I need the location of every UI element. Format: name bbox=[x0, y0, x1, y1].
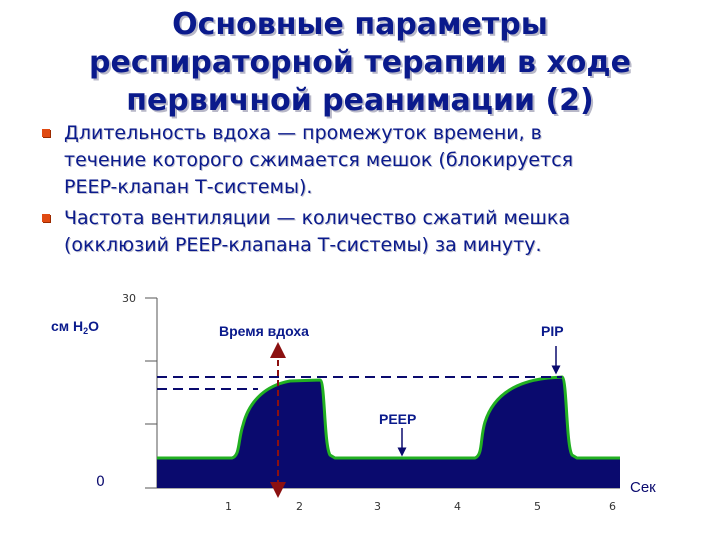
slide-title: Основные параметры респираторной терапии… bbox=[40, 6, 680, 120]
pressure-curve bbox=[157, 375, 620, 460]
peep-label: PEEP bbox=[379, 411, 416, 427]
pip-label: PIP bbox=[541, 323, 564, 339]
x-tick-labels: 1 2 3 4 5 6 bbox=[225, 500, 616, 513]
x-tick-label: 1 bbox=[225, 500, 232, 513]
bullet-item: Частота вентиляции — количество сжатий м… bbox=[42, 205, 692, 259]
title-line: Основные параметры bbox=[172, 7, 548, 42]
pressure-area bbox=[157, 377, 620, 488]
y-zero-label: 0 bbox=[96, 474, 105, 490]
bullet-item: Длительность вдоха — промежуток времени,… bbox=[42, 120, 692, 201]
x-axis-unit-label: Сек bbox=[630, 479, 656, 496]
title-line: первичной реанимации (2) bbox=[126, 83, 594, 118]
inspiration-time-label: Время вдоха bbox=[219, 323, 309, 339]
bullet-square-icon bbox=[42, 129, 50, 137]
bullet-list: Длительность вдоха — промежуток времени,… bbox=[42, 120, 692, 263]
x-tick-label: 4 bbox=[454, 500, 461, 513]
x-tick-label: 5 bbox=[534, 500, 541, 513]
bullet-line: (окклюзий PEEP-клапана Т-системы) за мин… bbox=[64, 234, 542, 256]
bullet-line: PEEP-клапан Т-системы). bbox=[64, 176, 313, 198]
y-max-label: 30 bbox=[122, 292, 136, 305]
title-line: респираторной терапии в ходе bbox=[89, 45, 631, 80]
bullet-square-icon bbox=[42, 214, 50, 222]
x-tick-label: 6 bbox=[609, 500, 616, 513]
x-tick-label: 3 bbox=[374, 500, 381, 513]
bullet-line: Длительность вдоха — промежуток времени,… bbox=[64, 122, 542, 144]
y-axis-unit-label: см H2O bbox=[51, 318, 99, 336]
bullet-line: течение которого сжимается мешок (блокир… bbox=[64, 149, 574, 171]
bullet-line: Частота вентиляции — количество сжатий м… bbox=[64, 207, 570, 229]
x-tick-label: 2 bbox=[296, 500, 303, 513]
